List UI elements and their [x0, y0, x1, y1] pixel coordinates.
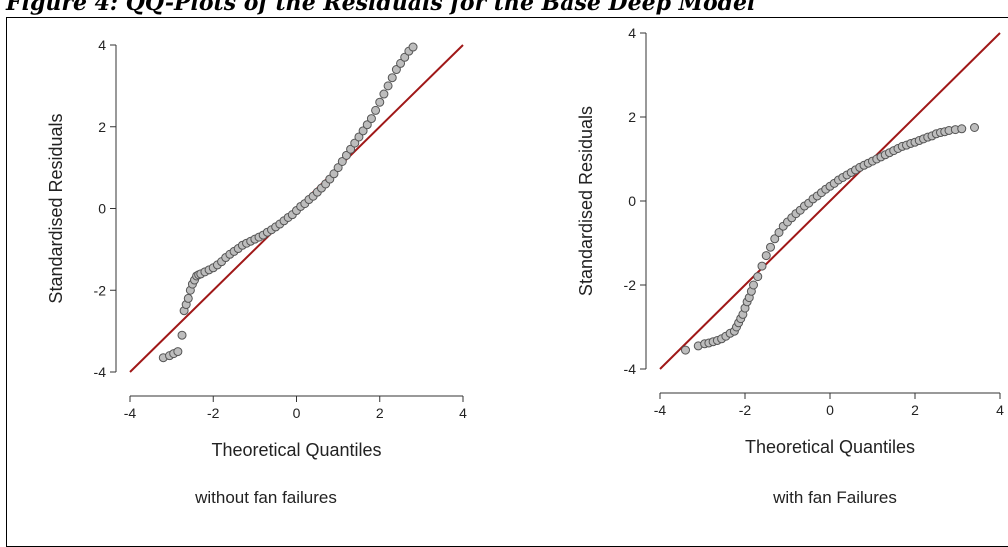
x-tick-label: 4 — [996, 402, 1004, 418]
x-tick-label: 0 — [826, 402, 834, 418]
data-point — [757, 261, 767, 271]
data-point — [749, 280, 758, 290]
data-point — [770, 234, 780, 244]
figure-frame: Figure 4: QQ-Plots of the Residuals for … — [6, 0, 1008, 547]
reference-line — [659, 32, 1001, 370]
x-tick-label: -2 — [207, 405, 220, 421]
data-point — [346, 144, 356, 154]
x-axis-label: Theoretical Quantiles — [745, 437, 915, 457]
y-tick-label: -4 — [94, 364, 107, 380]
x-tick-label: -4 — [654, 402, 667, 418]
data-point — [183, 293, 193, 303]
data-point — [681, 345, 690, 355]
data-point — [333, 163, 343, 173]
data-point — [970, 123, 979, 132]
qq-plot-right: -4 -2 0 2 4 -4 -2 0 2 4 Theoretical Quantiles Stand… — [576, 25, 1004, 457]
data-point — [358, 126, 368, 136]
x-tick-label: 2 — [376, 405, 384, 421]
data-point — [396, 58, 406, 68]
y-tick-label: 0 — [98, 201, 106, 217]
data-point — [329, 169, 339, 179]
data-point — [354, 132, 364, 142]
data-point — [761, 251, 771, 261]
figure-header: Figure 4: QQ-Plots of the Residuals for … — [6, 0, 756, 16]
data-point — [375, 97, 385, 107]
y-tick-label: 2 — [98, 119, 106, 135]
data-point — [371, 105, 381, 115]
data-point — [753, 272, 763, 282]
y-tick-label: 0 — [628, 193, 636, 209]
x-tick-label: 0 — [293, 405, 301, 421]
data-point — [383, 81, 393, 91]
data-point — [957, 124, 967, 134]
data-point — [173, 347, 183, 357]
data-point — [408, 42, 418, 52]
data-point — [350, 138, 360, 148]
x-axis-label: Theoretical Quantiles — [211, 440, 381, 460]
y-tick-label: 4 — [98, 37, 106, 53]
data-point — [387, 73, 397, 83]
y-tick-label: -4 — [624, 361, 637, 377]
data-point — [766, 242, 775, 252]
x-tick-label: -4 — [124, 405, 137, 421]
x-tick-label: -2 — [739, 402, 752, 418]
qq-plots-svg: -4 -2 0 2 4 -4 -2 0 2 4 Theoretical Quantiles Stand… — [46, 25, 1004, 460]
data-point — [774, 228, 784, 237]
y-tick-label: 4 — [628, 25, 636, 41]
data-point — [379, 89, 389, 99]
y-tick-label: 2 — [628, 109, 636, 125]
data-point — [400, 52, 410, 62]
qq-plot-left: -4 -2 0 2 4 -4 -2 0 2 4 Theoretical Quantiles Stand… — [46, 37, 467, 460]
data-point — [366, 114, 376, 124]
y-tick-label: -2 — [94, 282, 107, 298]
data-point — [341, 150, 351, 160]
y-axis-label: Standardised Residuals — [576, 106, 596, 296]
y-axis-label: Standardised Residuals — [46, 113, 66, 303]
x-tick-label: 4 — [459, 405, 467, 421]
caption-left: without fan failures — [195, 488, 337, 507]
data-point — [391, 65, 401, 75]
x-tick-label: 2 — [911, 402, 919, 418]
y-tick-label: -2 — [624, 277, 637, 293]
caption-right: with fan Failures — [773, 488, 897, 507]
data-point — [177, 330, 187, 340]
data-point — [337, 156, 347, 166]
data-point — [362, 120, 372, 130]
